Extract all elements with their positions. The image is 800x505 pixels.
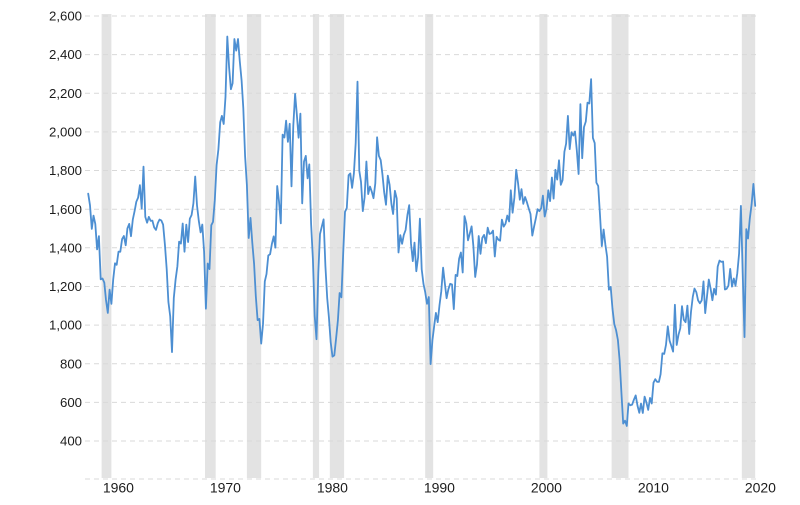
recession-bands <box>101 14 756 478</box>
recession-band <box>611 14 629 478</box>
x-axis-labels: 1960 1970 1980 1990 2000 2010 2020 <box>103 480 776 496</box>
y-tick-label: 2,000 <box>49 125 82 140</box>
x-tick-label: 2000 <box>531 480 562 496</box>
y-tick-label: 800 <box>60 356 82 371</box>
y-tick-label: 2,400 <box>49 47 82 62</box>
y-tick-label: 1,600 <box>49 202 82 217</box>
x-tick-label: 2010 <box>638 480 669 496</box>
recession-band <box>539 14 548 478</box>
y-tick-label: 2,600 <box>49 9 82 24</box>
y-axis-labels: 2,600 2,400 2,200 2,000 1,800 1,600 1,400 1,200… <box>49 9 82 449</box>
y-tick-label: 400 <box>60 434 82 449</box>
y-tick-label: 1,400 <box>49 240 82 255</box>
recession-band <box>425 14 434 478</box>
y-tick-label: 1,800 <box>49 163 82 178</box>
x-tick-label: 1960 <box>103 480 134 496</box>
x-tick-label: 1980 <box>317 480 348 496</box>
recession-band <box>101 14 112 478</box>
y-tick-label: 1,200 <box>49 279 82 294</box>
series-line[interactable] <box>87 35 757 427</box>
recession-band <box>312 14 320 478</box>
y-tick-label: 1,000 <box>49 318 82 333</box>
y-tick-label: 2,200 <box>49 86 82 101</box>
x-tick-label: 2020 <box>745 480 776 496</box>
recession-band <box>246 14 262 478</box>
x-tick-label: 1970 <box>210 480 241 496</box>
y-tick-label: 600 <box>60 395 82 410</box>
x-tick-label: 1990 <box>424 480 455 496</box>
recession-band <box>329 14 345 478</box>
recession-band <box>741 14 756 478</box>
